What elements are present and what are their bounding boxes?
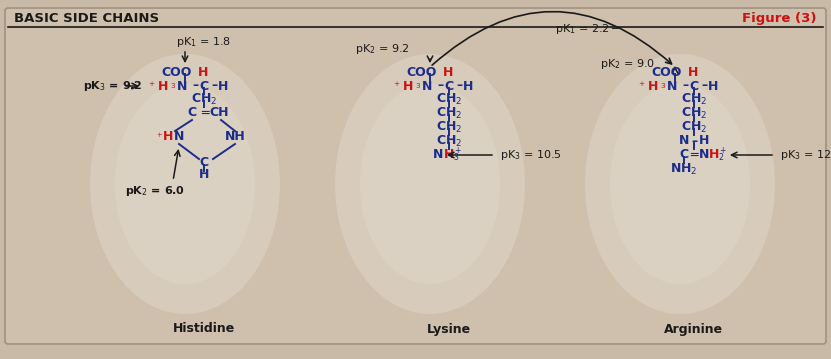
Text: C: C: [199, 157, 209, 169]
Text: N: N: [422, 79, 432, 93]
Ellipse shape: [115, 84, 255, 284]
Text: –: –: [192, 79, 198, 93]
Text: CH$_2$: CH$_2$: [435, 134, 462, 149]
Text: N: N: [699, 149, 709, 162]
Text: $_3$: $_3$: [660, 81, 666, 91]
Ellipse shape: [610, 84, 750, 284]
Text: C: C: [199, 79, 209, 93]
Text: –: –: [437, 79, 443, 93]
Text: –: –: [456, 79, 462, 93]
Text: N: N: [433, 149, 443, 162]
Text: $_2^+$: $_2^+$: [718, 146, 728, 164]
Text: Histidine: Histidine: [173, 322, 235, 336]
Ellipse shape: [585, 54, 775, 314]
FancyBboxPatch shape: [5, 8, 826, 344]
Text: $^+$: $^+$: [391, 81, 401, 91]
Text: Lysine: Lysine: [427, 322, 471, 336]
Text: Arginine: Arginine: [665, 322, 724, 336]
Text: pK$_2$ = 9.0: pK$_2$ = 9.0: [600, 57, 655, 71]
Text: –: –: [691, 135, 697, 148]
Text: CH$_2$: CH$_2$: [435, 106, 462, 121]
Ellipse shape: [335, 54, 525, 314]
Text: H: H: [403, 79, 413, 93]
Text: pK$_3$ = 12.5: pK$_3$ = 12.5: [780, 148, 831, 162]
Text: H: H: [699, 135, 709, 148]
Text: pK$_1$ = 2.2 ─: pK$_1$ = 2.2 ─: [555, 22, 621, 36]
Text: C: C: [188, 107, 197, 120]
Text: COO: COO: [162, 65, 192, 79]
Text: CH$_2$: CH$_2$: [681, 106, 707, 121]
Text: $^+$: $^+$: [155, 132, 163, 142]
Text: pK$_3$ = 10.5: pK$_3$ = 10.5: [500, 148, 562, 162]
Text: N: N: [679, 135, 689, 148]
Text: pK$_1$ = 1.8: pK$_1$ = 1.8: [175, 35, 230, 49]
Text: CH$_2$: CH$_2$: [191, 92, 217, 107]
Text: COO: COO: [407, 65, 437, 79]
Text: –: –: [682, 79, 688, 93]
Text: Figure (3): Figure (3): [743, 12, 817, 25]
Text: N: N: [177, 79, 187, 93]
Text: $^+$: $^+$: [146, 81, 155, 91]
Text: ═: ═: [691, 149, 698, 162]
Text: C: C: [445, 79, 454, 93]
Text: H: H: [708, 79, 718, 93]
Ellipse shape: [360, 84, 500, 284]
Text: NH$_2$: NH$_2$: [671, 162, 698, 177]
Text: H: H: [463, 79, 473, 93]
Text: N: N: [666, 79, 677, 93]
Text: CH$_2$: CH$_2$: [435, 120, 462, 135]
Text: H: H: [648, 79, 658, 93]
Text: pK$_2$ = 9.2: pK$_2$ = 9.2: [355, 42, 409, 56]
Text: $_3$: $_3$: [415, 81, 421, 91]
Text: H: H: [218, 79, 229, 93]
Text: H: H: [709, 149, 719, 162]
Text: H: H: [198, 65, 209, 79]
Text: H: H: [158, 79, 168, 93]
Ellipse shape: [90, 54, 280, 314]
Text: CH$_2$: CH$_2$: [681, 92, 707, 107]
Text: H: H: [443, 65, 453, 79]
Text: N: N: [174, 131, 184, 144]
Text: H: H: [444, 149, 455, 162]
Text: C: C: [690, 79, 699, 93]
Text: H: H: [688, 65, 698, 79]
Text: NH: NH: [224, 131, 245, 144]
Text: $_3$: $_3$: [170, 81, 176, 91]
Text: H: H: [163, 131, 173, 144]
Text: $_3^+$: $_3^+$: [454, 146, 463, 164]
Text: pK$_3$ = 9.2: pK$_3$ = 9.2: [83, 79, 142, 93]
Text: COO: COO: [652, 65, 682, 79]
Text: BASIC SIDE CHAINS: BASIC SIDE CHAINS: [14, 12, 159, 25]
Text: pK$_2$ = 6.0: pK$_2$ = 6.0: [125, 184, 185, 198]
Text: –: –: [211, 79, 217, 93]
Text: CH: CH: [209, 107, 229, 120]
Text: CH$_2$: CH$_2$: [435, 92, 462, 107]
Text: $^+$: $^+$: [637, 81, 646, 91]
Text: CH$_2$: CH$_2$: [681, 120, 707, 135]
Text: –: –: [701, 79, 707, 93]
Text: ═: ═: [201, 107, 209, 120]
Text: C: C: [680, 149, 689, 162]
Text: H: H: [199, 168, 209, 182]
